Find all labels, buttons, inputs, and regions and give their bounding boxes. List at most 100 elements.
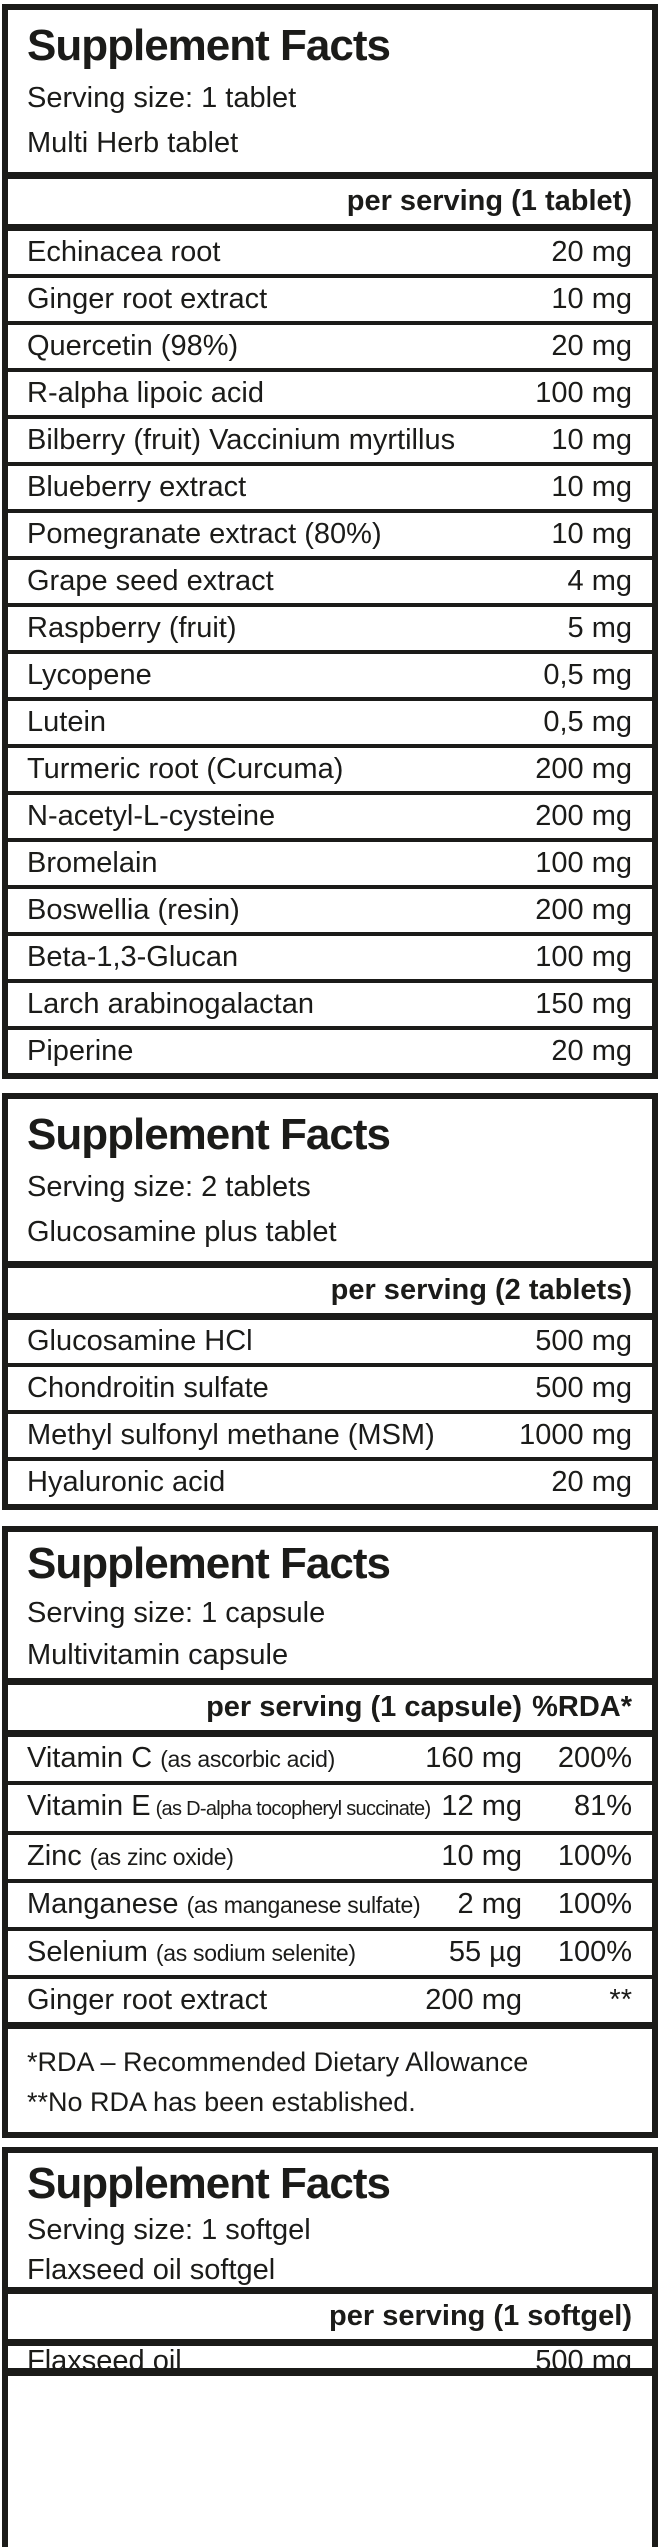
ingredient-name: Vitamin C bbox=[27, 1742, 153, 1774]
ingredient-amount: 150 mg bbox=[535, 988, 632, 1020]
per-serving-header: per serving (1 capsule) bbox=[206, 1691, 522, 1723]
ingredient-amount: 20 mg bbox=[551, 236, 632, 268]
ingredient-name: Ginger root extract bbox=[27, 1984, 268, 2016]
ingredient-row: Boswellia (resin) 200 mg bbox=[8, 885, 652, 932]
ingredient-amount: 20 mg bbox=[551, 1466, 632, 1498]
ingredient-name: Methyl sulfonyl methane (MSM) bbox=[27, 1419, 435, 1451]
ingredient-name: Pomegranate extract (80%) bbox=[27, 518, 382, 550]
panel-title: Supplement Facts bbox=[27, 1110, 391, 1159]
ingredient-amount: 20 mg bbox=[551, 330, 632, 362]
panel-head: Supplement Facts Serving size: 1 capsule M… bbox=[8, 1532, 652, 1678]
supplement-label: Supplement Facts Serving size: 1 tablet Mu… bbox=[0, 4, 660, 2547]
supplement-facts-panel-flaxseed-oil: Supplement Facts Serving size: 1 softgel F… bbox=[2, 2147, 658, 2547]
rda-column-header: %RDA* bbox=[532, 1691, 632, 1723]
ingredient-row: Flaxseed oil 500 mg bbox=[8, 2346, 652, 2376]
per-serving-header: per serving (1 tablet) bbox=[346, 185, 632, 217]
panel-title: Supplement Facts bbox=[27, 1539, 391, 1588]
ingredient-amount: 500 mg bbox=[535, 1372, 632, 1404]
ingredient-name-cell: Boswellia (resin) bbox=[27, 893, 535, 927]
ingredient-name: Blueberry extract bbox=[27, 471, 247, 503]
ingredient-rda: 100% bbox=[557, 1840, 632, 1872]
ingredient-name-cell: Grape seed extract bbox=[27, 564, 568, 598]
panel-title: Supplement Facts bbox=[27, 2159, 391, 2208]
ingredient-detail: (as zinc oxide) bbox=[89, 1844, 234, 1870]
ingredient-row: Lycopene 0,5 mg bbox=[8, 650, 652, 697]
ingredient-row: Bromelain 100 mg bbox=[8, 838, 652, 885]
ingredient-name-cell: Methyl sulfonyl methane (MSM) bbox=[27, 1418, 519, 1452]
ingredient-name-cell: Raspberry (fruit) bbox=[27, 611, 568, 645]
ingredient-amount: 10 mg bbox=[551, 518, 632, 550]
ingredient-detail: (as manganese sulfate) bbox=[186, 1892, 421, 1918]
ingredient-name-cell: Echinacea root bbox=[27, 235, 551, 269]
ingredient-name: Glucosamine HCl bbox=[27, 1325, 253, 1357]
ingredient-rda: ** bbox=[609, 1984, 632, 2016]
ingredient-name-cell: Hyaluronic acid bbox=[27, 1465, 551, 1499]
ingredient-detail: (as D-alpha tocopheryl succinate) bbox=[155, 1798, 432, 1820]
ingredient-name: Chondroitin sulfate bbox=[27, 1372, 269, 1404]
ingredient-name: Boswellia (resin) bbox=[27, 894, 240, 926]
ingredient-name-cell: Vitamin C (as ascorbic acid) bbox=[27, 1741, 425, 1776]
ingredient-row: Larch arabinogalactan 150 mg bbox=[8, 979, 652, 1026]
ingredient-name: Beta-1,3-Glucan bbox=[27, 941, 239, 973]
ingredient-name: Ginger root extract bbox=[27, 283, 268, 315]
ingredient-name-cell: Quercetin (98%) bbox=[27, 329, 551, 363]
serving-size: Serving size: 1 tablet bbox=[27, 82, 297, 114]
ingredient-amount: 100 mg bbox=[535, 847, 632, 879]
ingredient-row: Grape seed extract 4 mg bbox=[8, 556, 652, 603]
ingredient-name: Larch arabinogalactan bbox=[27, 988, 314, 1020]
ingredient-amount: 0,5 mg bbox=[543, 659, 632, 691]
ingredient-name-cell: Beta-1,3-Glucan bbox=[27, 940, 535, 974]
ingredient-name-cell: Larch arabinogalactan bbox=[27, 987, 535, 1021]
ingredient-row: Manganese (as manganese sulfate) 2 mg 100% bbox=[8, 1879, 652, 1927]
ingredient-row: Chondroitin sulfate 500 mg bbox=[8, 1363, 652, 1410]
ingredient-rows: Glucosamine HCl 500 mg Chondroitin sulfate… bbox=[8, 1313, 652, 1504]
ingredient-row: Lutein 0,5 mg bbox=[8, 697, 652, 744]
ingredient-name: Manganese bbox=[27, 1888, 179, 1920]
ingredient-row: Blueberry extract 10 mg bbox=[8, 462, 652, 509]
ingredient-name-cell: Bromelain bbox=[27, 846, 535, 880]
ingredient-row: Quercetin (98%) 20 mg bbox=[8, 321, 652, 368]
ingredient-amount: 200 mg bbox=[425, 1984, 522, 2016]
ingredient-name: Bilberry (fruit) Vaccinium myrtillus bbox=[27, 424, 456, 456]
ingredient-name-cell: Chondroitin sulfate bbox=[27, 1371, 535, 1405]
column-header-row: per serving (2 tablets) bbox=[8, 1261, 652, 1313]
footnote: **No RDA has been established. bbox=[27, 2087, 416, 2117]
panel-head: Supplement Facts Serving size: 1 tablet Mu… bbox=[8, 10, 652, 172]
serving-size: Serving size: 1 softgel bbox=[27, 2214, 311, 2246]
ingredient-rda: 100% bbox=[557, 1888, 632, 1920]
ingredient-rda: 81% bbox=[573, 1790, 632, 1822]
ingredient-name-cell: Selenium (as sodium selenite) bbox=[27, 1935, 449, 1970]
serving-size: Serving size: 2 tablets bbox=[27, 1171, 311, 1203]
ingredient-detail: (as ascorbic acid) bbox=[160, 1746, 336, 1772]
product-name: Glucosamine plus tablet bbox=[27, 1216, 337, 1248]
ingredient-row: Vitamin C (as ascorbic acid) 160 mg 200% bbox=[8, 1737, 652, 1781]
ingredient-name-cell: Zinc (as zinc oxide) bbox=[27, 1839, 441, 1874]
ingredient-row: Selenium (as sodium selenite) 55 µg 100% bbox=[8, 1927, 652, 1975]
supplement-facts-panel-multivitamin: Supplement Facts Serving size: 1 capsule M… bbox=[2, 1526, 658, 2138]
ingredient-name-cell: Flaxseed oil bbox=[27, 2346, 535, 2376]
ingredient-row: Ginger root extract 200 mg ** bbox=[8, 1975, 652, 2022]
ingredient-row: N-acetyl-L-cysteine 200 mg bbox=[8, 791, 652, 838]
ingredient-amount: 1000 mg bbox=[519, 1419, 632, 1451]
ingredient-row: Vitamin E (as D-alpha tocopheryl succinat… bbox=[8, 1781, 652, 1831]
ingredient-amount: 200 mg bbox=[535, 753, 632, 785]
footnote: *RDA – Recommended Dietary Allowance bbox=[27, 2047, 529, 2077]
ingredient-name-cell: Ginger root extract bbox=[27, 282, 551, 316]
ingredient-rows: Flaxseed oil 500 mg bbox=[8, 2339, 652, 2376]
ingredient-amount: 0,5 mg bbox=[543, 706, 632, 738]
ingredient-name-cell: Lutein bbox=[27, 705, 543, 739]
ingredient-name-cell: Turmeric root (Curcuma) bbox=[27, 752, 535, 786]
ingredient-name: Lycopene bbox=[27, 659, 152, 691]
serving-size: Serving size: 1 capsule bbox=[27, 1597, 326, 1629]
ingredient-row: Raspberry (fruit) 5 mg bbox=[8, 603, 652, 650]
column-header-row: per serving (1 softgel) bbox=[8, 2287, 652, 2339]
ingredient-rows: Echinacea root 20 mg Ginger root extract 10… bbox=[8, 224, 652, 1073]
ingredient-row: Methyl sulfonyl methane (MSM) 1000 mg bbox=[8, 1410, 652, 1457]
ingredient-name-cell: Lycopene bbox=[27, 658, 543, 692]
ingredient-row: Zinc (as zinc oxide) 10 mg 100% bbox=[8, 1831, 652, 1879]
ingredient-name: Vitamin E bbox=[27, 1790, 151, 1822]
ingredient-name: Zinc bbox=[27, 1840, 82, 1872]
ingredient-amount: 500 mg bbox=[535, 1325, 632, 1357]
ingredient-name-cell: Pomegranate extract (80%) bbox=[27, 517, 551, 551]
ingredient-name: Echinacea root bbox=[27, 236, 221, 268]
